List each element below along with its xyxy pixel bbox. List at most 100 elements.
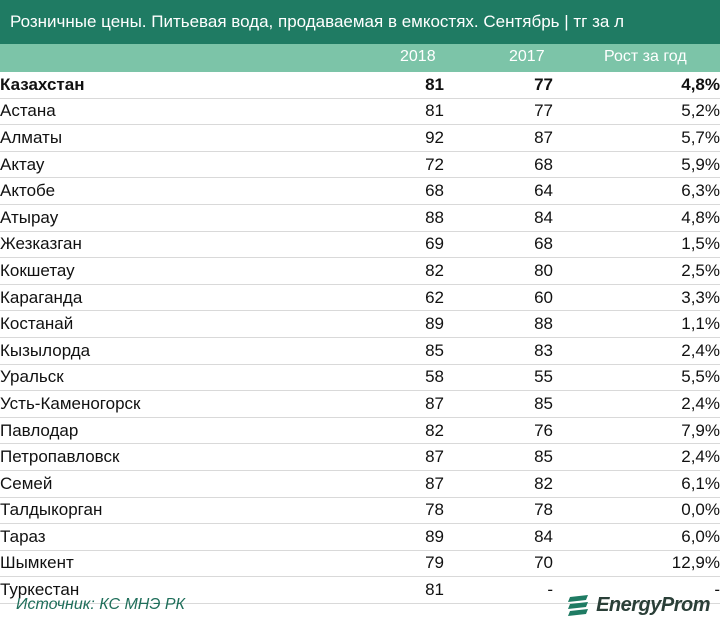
brand-logo: EnergyProm: [566, 592, 710, 618]
row-value-2017: 78: [444, 497, 553, 525]
row-name: Алматы: [0, 124, 360, 152]
table-row: Шымкент 79 70 12,9%: [0, 550, 720, 578]
row-value-2018: 79: [360, 550, 444, 578]
row-value-2018: 62: [360, 284, 444, 312]
row-growth: 0,0%: [553, 497, 720, 525]
row-value-2018: 87: [360, 470, 444, 498]
row-value-2018: 87: [360, 390, 444, 418]
row-value-2018: 89: [360, 523, 444, 551]
row-value-2018: 81: [360, 98, 444, 126]
row-growth: 6,0%: [553, 523, 720, 551]
row-value-2018: 78: [360, 497, 444, 525]
table-row: Актобе 68 64 6,3%: [0, 177, 720, 205]
row-name: Актобе: [0, 177, 360, 205]
table-title: Розничные цены. Питьевая вода, продаваем…: [0, 0, 720, 44]
column-header-growth: Рост за год: [604, 48, 687, 65]
row-value-2017: 88: [444, 310, 553, 338]
row-value-2017: 80: [444, 257, 553, 285]
row-value-2018: 81: [360, 576, 444, 604]
row-value-2018: 89: [360, 310, 444, 338]
row-growth: 3,3%: [553, 284, 720, 312]
row-growth: 1,5%: [553, 231, 720, 259]
energyprom-logo-icon: [568, 595, 589, 616]
row-value-2017: 82: [444, 470, 553, 498]
brand-name: EnergyProm: [596, 593, 710, 616]
row-growth: 5,9%: [553, 151, 720, 179]
row-growth: 2,5%: [553, 257, 720, 285]
table-row: Туркестан 81- -: [0, 576, 720, 604]
row-value-2018: 82: [360, 257, 444, 285]
row-value-2017: 70: [444, 550, 553, 578]
table-row: Караганда 62 60 3,3%: [0, 284, 720, 312]
source-note: Источник: КС МНЭ РК: [16, 596, 185, 613]
row-growth: 12,9%: [553, 550, 720, 578]
row-value-2017: 68: [444, 151, 553, 179]
row-growth: 5,5%: [553, 364, 720, 392]
row-name: Туркестан: [0, 576, 360, 604]
row-name: Усть-Каменогорск: [0, 390, 360, 418]
row-value-2017: 77: [444, 98, 553, 126]
row-name: Кызылорда: [0, 337, 360, 365]
row-name: Казахстан: [0, 72, 360, 99]
table-row: Павлодар 82 76 7,9%: [0, 417, 720, 445]
table-row: Костанай 89 88 1,1%: [0, 310, 720, 338]
row-name: Жезказган: [0, 231, 360, 259]
row-value-2017: 55: [444, 364, 553, 392]
footer: Источник: КС МНЭ РК EnergyProm: [0, 588, 720, 627]
column-header-2017: 2017: [509, 48, 545, 65]
row-growth: 5,7%: [553, 124, 720, 152]
row-growth: 7,9%: [553, 417, 720, 445]
row-value-2018: 68: [360, 177, 444, 205]
table-row: Кокшетау 82 80 2,5%: [0, 257, 720, 285]
column-header-2018: 2018: [400, 48, 436, 65]
row-value-2017: 83: [444, 337, 553, 365]
table-row: Жезказган 69 68 1,5%: [0, 231, 720, 259]
row-value-2018: 81: [360, 72, 444, 99]
row-name: Атырау: [0, 204, 360, 232]
row-name: Актау: [0, 151, 360, 179]
table-row: Казахстан 81 77 4,8%: [0, 72, 720, 99]
row-growth: 2,4%: [553, 443, 720, 471]
price-table: Казахстан 81 77 4,8% Астана 81 77 5,2% Алматы 92 8…: [0, 72, 720, 604]
row-name: Павлодар: [0, 417, 360, 445]
table-row: Атырау 88 84 4,8%: [0, 204, 720, 232]
row-value-2018: 85: [360, 337, 444, 365]
row-value-2018: 88: [360, 204, 444, 232]
row-value-2018: 87: [360, 443, 444, 471]
row-value-2018: 82: [360, 417, 444, 445]
row-name: Семей: [0, 470, 360, 498]
row-name: Кокшетау: [0, 257, 360, 285]
row-name: Караганда: [0, 284, 360, 312]
row-name: Уральск: [0, 364, 360, 392]
row-value-2018: 69: [360, 231, 444, 259]
row-name: Тараз: [0, 523, 360, 551]
row-name: Шымкент: [0, 550, 360, 578]
row-growth: 6,1%: [553, 470, 720, 498]
table-row: Талдыкорган 78 78 0,0%: [0, 497, 720, 525]
row-value-2017: 85: [444, 443, 553, 471]
row-growth: 2,4%: [553, 390, 720, 418]
row-value-2018: 72: [360, 151, 444, 179]
row-name: Астана: [0, 98, 360, 126]
row-growth: 5,2%: [553, 98, 720, 126]
row-value-2017: -: [444, 576, 553, 604]
row-value-2017: 77: [444, 72, 553, 99]
table-row: Кызылорда 85 83 2,4%: [0, 337, 720, 365]
row-value-2017: 64: [444, 177, 553, 205]
row-value-2017: 60: [444, 284, 553, 312]
table-row: Тараз 89 84 6,0%: [0, 523, 720, 551]
row-growth: 1,1%: [553, 310, 720, 338]
row-value-2017: 84: [444, 523, 553, 551]
row-value-2017: 84: [444, 204, 553, 232]
row-value-2018: 92: [360, 124, 444, 152]
row-growth: 2,4%: [553, 337, 720, 365]
table-row: Семей 87 82 6,1%: [0, 470, 720, 498]
table-row: Астана 81 77 5,2%: [0, 98, 720, 126]
table-row: Алматы 92 87 5,7%: [0, 124, 720, 152]
row-growth: 4,8%: [553, 204, 720, 232]
table-row: Петропавловск 87 85 2,4%: [0, 443, 720, 471]
row-name: Талдыкорган: [0, 497, 360, 525]
row-name: Костанай: [0, 310, 360, 338]
row-value-2017: 87: [444, 124, 553, 152]
